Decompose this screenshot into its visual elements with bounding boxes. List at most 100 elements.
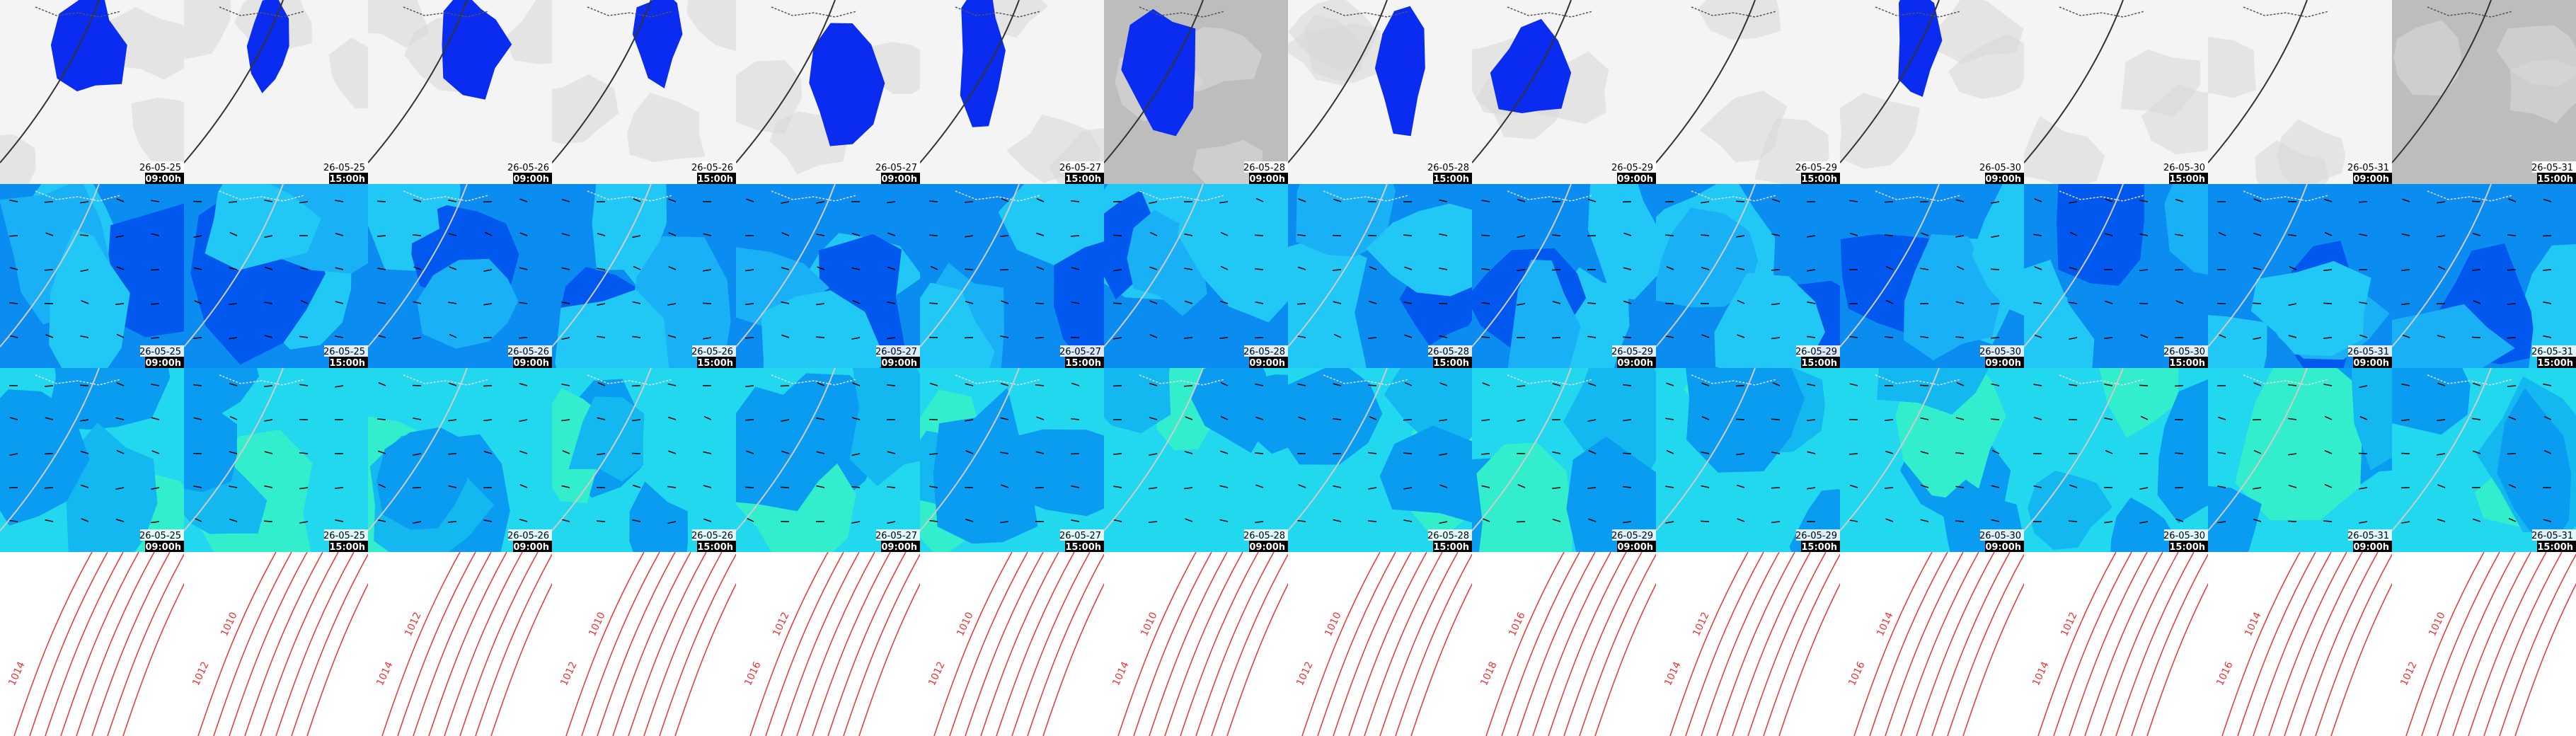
border <box>1507 374 1593 386</box>
wind-arrow <box>335 385 344 388</box>
wind-arrow <box>1955 485 1965 488</box>
wind-arrow <box>2175 518 2184 522</box>
wind-arrow <box>2253 337 2262 340</box>
wind-arrow <box>1955 199 1965 202</box>
date-box <box>140 345 184 357</box>
wind-arrow <box>9 519 18 522</box>
wind-area <box>1714 272 1825 368</box>
date-box <box>1796 161 1840 173</box>
wind-arrow <box>80 451 89 454</box>
coastline <box>552 184 652 347</box>
wind-arrow <box>1701 452 1710 454</box>
wind-arrow <box>448 419 457 422</box>
wind-arrow <box>2175 452 2184 454</box>
wind-arrow <box>2543 415 2552 420</box>
wind-arrow <box>116 449 125 454</box>
wind-arrow <box>1701 382 1710 386</box>
wind-arrow <box>1885 265 1894 270</box>
wind-arrow <box>887 451 896 454</box>
wind-arrow <box>1771 337 1781 340</box>
date-stamp: 26-05-29 <box>1795 531 1837 541</box>
isobar <box>1485 552 1565 736</box>
wind-arrow <box>1481 301 1490 304</box>
wind-arrow <box>229 267 238 270</box>
isobar <box>13 552 93 736</box>
isobar <box>796 552 875 736</box>
wind-arrow <box>1665 234 1674 236</box>
isobar <box>1548 552 1627 736</box>
wind-arrow <box>1369 416 1377 420</box>
wind-arrow <box>2437 265 2446 270</box>
isobar <box>1900 552 1979 736</box>
wind-arrow <box>45 519 54 522</box>
isobar <box>2069 552 2148 736</box>
wind-area <box>933 387 1038 544</box>
border <box>1875 190 1961 202</box>
wind-arrow <box>80 234 89 236</box>
wind-arrow <box>229 518 238 522</box>
wind-arrow <box>1333 519 1342 522</box>
coastline <box>1104 0 1204 163</box>
rain-area <box>1374 6 1425 137</box>
wind-arrow <box>1991 268 2000 270</box>
coastline <box>2392 184 2492 347</box>
wind-arrow <box>1333 198 1342 202</box>
time-box <box>2353 357 2392 368</box>
wind-arrow <box>668 266 677 270</box>
wind-arrow <box>229 451 238 454</box>
wind-arrow <box>519 267 528 270</box>
wind-arrow <box>1035 451 1045 454</box>
wind-arrow <box>1001 484 1009 488</box>
date-stamp: 26-05-30 <box>1979 163 2021 173</box>
wind-arrow <box>2033 384 2042 386</box>
wind-arrow <box>1885 450 1894 454</box>
wind-arrow <box>2288 418 2297 420</box>
cell-content <box>2024 368 2208 552</box>
wind-arrow <box>1113 337 1122 340</box>
wind-arrow <box>229 383 238 386</box>
wind-arrow <box>597 303 606 306</box>
coastline <box>2024 368 2124 531</box>
wind-arrow <box>1588 450 1597 454</box>
time-stamp: 15:00h <box>2537 358 2573 369</box>
wind-arrow <box>2401 384 2410 386</box>
wind-arrow <box>1368 300 1377 304</box>
wind-arrow <box>45 232 54 236</box>
wind-arrow <box>1622 452 1632 454</box>
wind-arrow <box>2508 483 2517 488</box>
wind-area <box>184 403 237 493</box>
wind-arrow <box>448 301 457 304</box>
border <box>1323 6 1409 18</box>
date-stamp: 26-05-29 <box>1611 163 1653 173</box>
border <box>1139 374 1225 386</box>
isobar <box>122 582 184 736</box>
coastline <box>1472 368 1572 531</box>
wind-arrow <box>413 198 422 202</box>
wind-arrow <box>377 335 386 338</box>
wind-arrow <box>1955 235 1965 238</box>
cloud <box>2277 119 2346 184</box>
date-stamp: 26-05-31 <box>2531 163 2573 173</box>
isobar <box>2146 582 2208 736</box>
coastline <box>920 368 1020 531</box>
wind-arrow <box>9 302 18 304</box>
coastline <box>920 184 1020 347</box>
wind-arrow <box>299 384 309 386</box>
wind-arrow <box>1403 301 1413 304</box>
cloud <box>552 74 619 144</box>
wind-arrow <box>264 235 273 238</box>
wind-arrow <box>2437 453 2446 456</box>
date-stamp: 26-05-27 <box>1059 163 1101 173</box>
isobar <box>45 552 124 736</box>
cloud <box>686 0 736 52</box>
cell-content <box>1840 184 2024 368</box>
border <box>587 374 673 386</box>
wind-arrow <box>1149 382 1158 386</box>
